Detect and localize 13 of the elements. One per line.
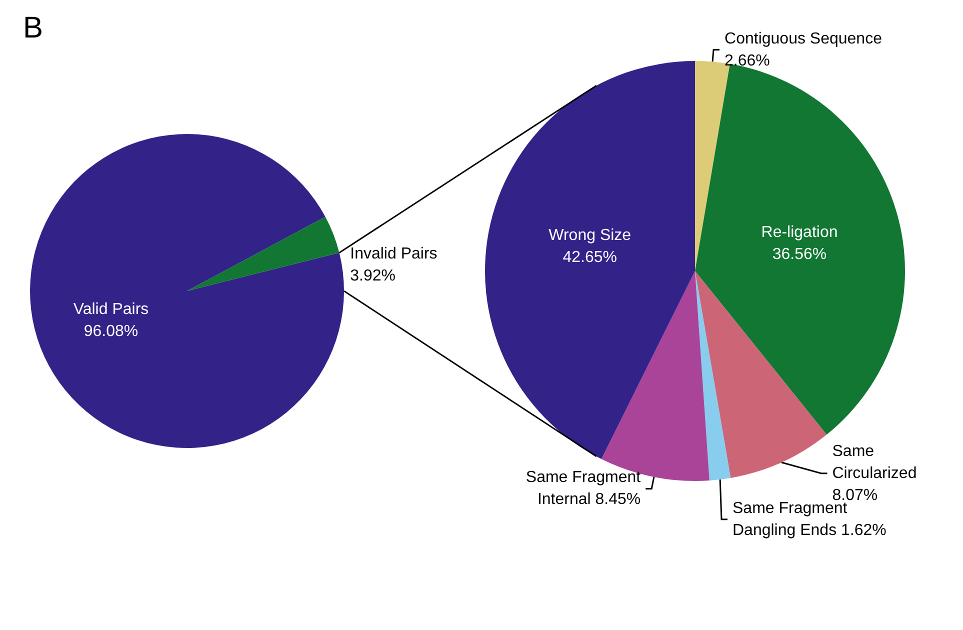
slice-label: Contiguous Sequence <box>724 30 882 48</box>
slice-label: Invalid Pairs <box>350 245 438 262</box>
chart-title: B <box>23 12 44 44</box>
data-label: 96.08% <box>84 322 138 340</box>
data-label: 3.92% <box>350 267 396 284</box>
slice-label: Valid Pairs <box>73 300 149 318</box>
data-label: 2.66% <box>724 52 770 70</box>
data-label: 42.65% <box>562 248 618 266</box>
slice-label: Wrong Size <box>548 226 632 244</box>
slice-label: Same Fragment Internal 8.45% <box>526 469 642 508</box>
slice-label: Re-ligation <box>761 224 838 242</box>
data-label: 36.56% <box>772 246 827 264</box>
slice-label: Same Circularized <box>832 442 917 482</box>
